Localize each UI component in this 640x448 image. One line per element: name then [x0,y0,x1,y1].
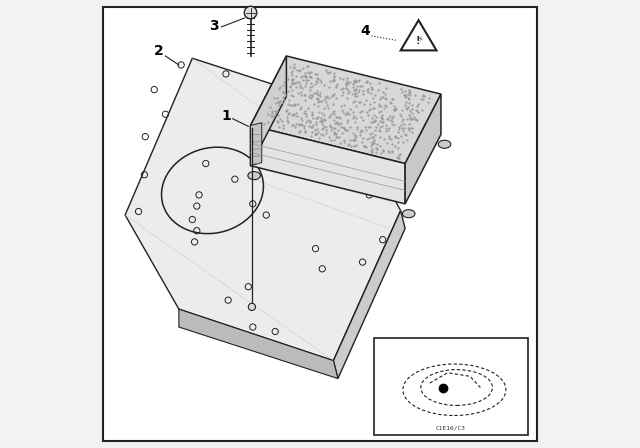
Polygon shape [401,20,436,50]
Ellipse shape [248,172,260,180]
Text: 2: 2 [154,43,164,58]
Polygon shape [405,94,441,204]
Text: 1: 1 [221,108,231,123]
Circle shape [244,6,257,19]
Polygon shape [250,56,441,164]
Polygon shape [250,123,262,166]
Circle shape [248,303,255,310]
Bar [374,338,528,435]
Ellipse shape [438,140,451,148]
Text: C1E16/C3: C1E16/C3 [436,425,466,431]
Polygon shape [250,56,287,166]
Polygon shape [250,125,405,204]
Ellipse shape [403,210,415,218]
Polygon shape [333,211,405,379]
Polygon shape [179,309,338,379]
Text: 4: 4 [360,24,370,39]
Text: 3: 3 [209,19,219,33]
Text: ⚡: ⚡ [417,34,422,43]
Polygon shape [125,58,401,361]
Text: !: ! [415,36,420,46]
